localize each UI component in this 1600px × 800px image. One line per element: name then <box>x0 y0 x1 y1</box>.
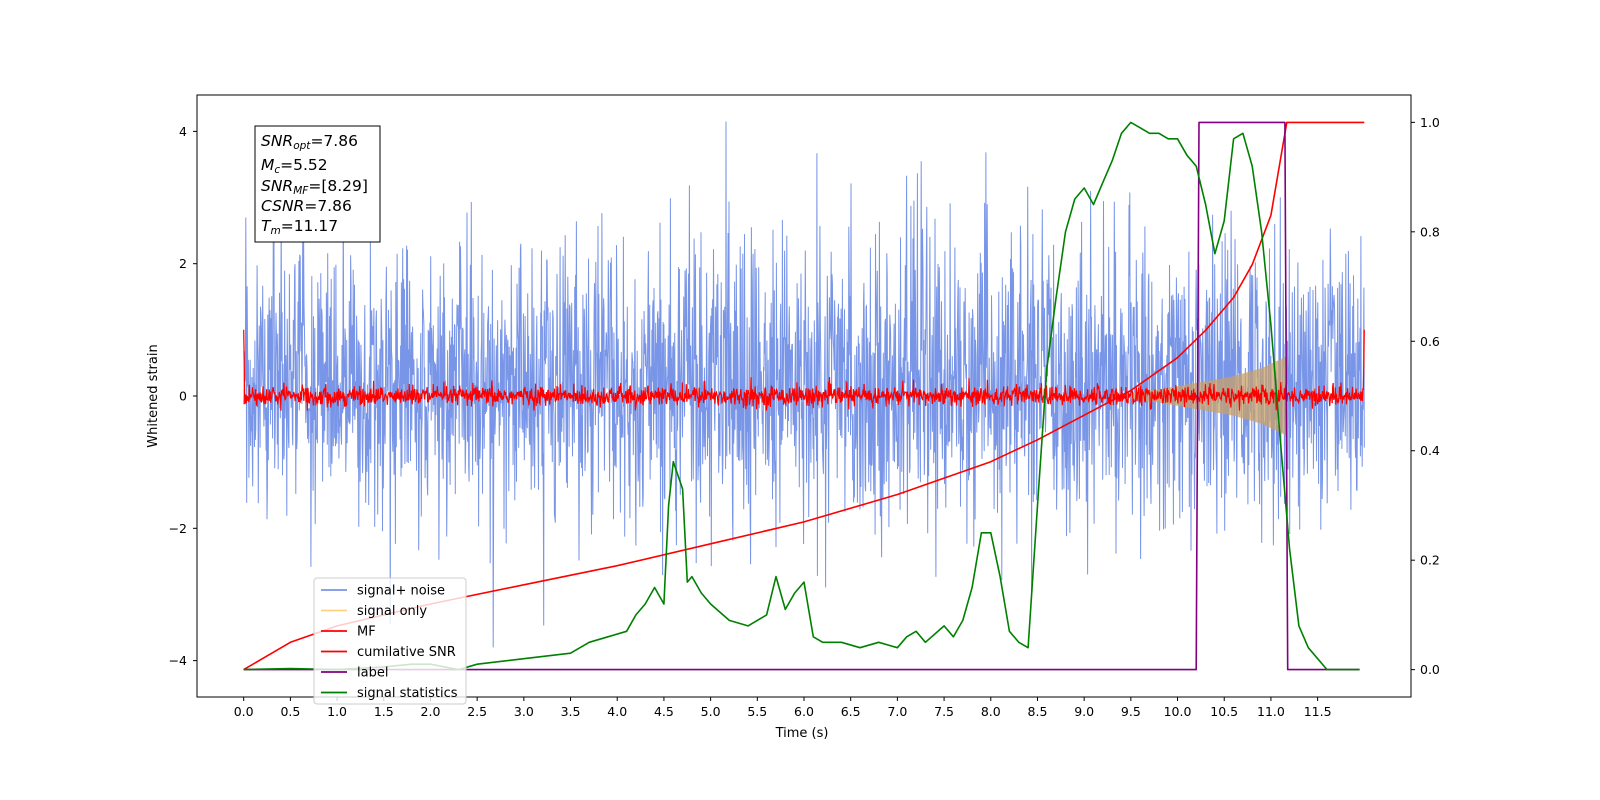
y-tick-label: 2 <box>179 256 187 271</box>
x-tick-label: 5.0 <box>701 704 721 719</box>
x-tick-label: 9.0 <box>1074 704 1094 719</box>
x-axis-label: Time (s) <box>775 726 829 741</box>
series-mf <box>243 329 1365 411</box>
x-tick-label: 11.0 <box>1257 704 1285 719</box>
annotation-snr-opt: SNRopt=7.86 <box>261 132 358 152</box>
legend-frame <box>313 577 467 705</box>
annotation-frame <box>254 125 381 243</box>
y-tick-label: −2 <box>169 521 187 536</box>
y2-tick-label: 0.4 <box>1420 443 1440 458</box>
annotation-mc: Mc=5.52 <box>261 156 328 176</box>
x-tick-label: 6.5 <box>841 704 861 719</box>
annotation-tm: Tm=11.17 <box>261 217 338 237</box>
x-tick-label: 8.0 <box>981 704 1001 719</box>
series-signal-noise <box>243 121 1365 648</box>
x-tick-label: 1.0 <box>327 704 347 719</box>
legend: signal+ noise signal only MF cumilative SNR… <box>313 577 467 705</box>
y-tick-label: −4 <box>169 653 187 668</box>
x-tick-label: 8.5 <box>1028 704 1048 719</box>
annotation-box: SNRopt=7.86 Mc=5.52 SNRMF=[8.29] CSNR=7.… <box>254 125 381 243</box>
legend-label: signal statistics <box>357 686 458 701</box>
x-tick-label: 3.5 <box>561 704 581 719</box>
y2-tick-label: 1.0 <box>1420 115 1440 130</box>
y2-tick-label: 0.6 <box>1420 334 1440 349</box>
x-tick-label: 10.0 <box>1164 704 1192 719</box>
x-tick-label: 4.5 <box>654 704 674 719</box>
x-tick-label: 5.5 <box>747 704 767 719</box>
legend-label: signal+ noise <box>357 584 445 599</box>
y-axis-ticks: −4 −2 0 2 4 <box>169 124 197 668</box>
y-tick-label: 4 <box>179 124 187 139</box>
legend-label: MF <box>357 625 376 640</box>
x-tick-label: 10.5 <box>1210 704 1238 719</box>
legend-label: cumilative SNR <box>357 645 456 660</box>
x-tick-label: 11.5 <box>1304 704 1332 719</box>
x-tick-label: 7.0 <box>887 704 907 719</box>
x-tick-label: 4.0 <box>607 704 627 719</box>
annotation-snr-mf: SNRMF=[8.29] <box>261 177 368 197</box>
y2-tick-label: 0.2 <box>1420 553 1440 568</box>
x-tick-label: 9.5 <box>1121 704 1141 719</box>
legend-label: label <box>357 666 388 681</box>
x-tick-label: 1.5 <box>374 704 394 719</box>
x-axis-ticks: 0.0 0.5 1.0 1.5 2.0 2.5 3.0 3.5 4.0 4.5 5.0 5.5 6.0 6… <box>234 697 1332 719</box>
x-tick-label: 0.0 <box>234 704 254 719</box>
annotation-csnr: CSNR=7.86 <box>261 197 352 215</box>
x-tick-label: 7.5 <box>934 704 954 719</box>
y2-tick-label: 0.0 <box>1420 662 1440 677</box>
x-tick-label: 0.5 <box>280 704 300 719</box>
x-tick-label: 3.0 <box>514 704 534 719</box>
y2-tick-label: 0.8 <box>1420 224 1440 239</box>
x-tick-label: 2.0 <box>421 704 441 719</box>
series-signal-statistics <box>243 121 1360 671</box>
y2-axis-ticks: 0.0 0.2 0.4 0.6 0.8 1.0 <box>1411 115 1440 677</box>
y-axis-label: Whitened strain <box>146 344 161 447</box>
x-tick-label: 2.5 <box>467 704 487 719</box>
x-tick-label: 6.0 <box>794 704 814 719</box>
legend-label: signal only <box>357 604 427 619</box>
y-tick-label: 0 <box>179 389 187 404</box>
series-label <box>243 121 1360 671</box>
